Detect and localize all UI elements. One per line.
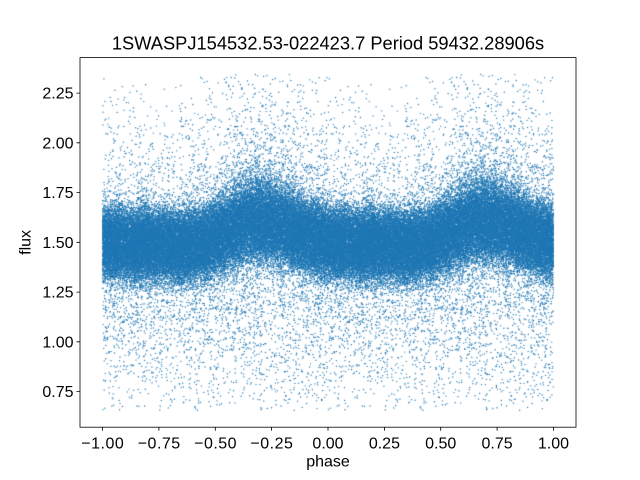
- svg-text:0.00: 0.00: [312, 436, 343, 453]
- svg-text:1.75: 1.75: [42, 185, 73, 202]
- svg-text:2.00: 2.00: [42, 135, 73, 152]
- svg-text:phase: phase: [306, 454, 350, 471]
- svg-text:1.25: 1.25: [42, 285, 73, 302]
- svg-text:−0.50: −0.50: [194, 436, 237, 453]
- svg-text:−0.25: −0.25: [250, 436, 293, 453]
- svg-text:0.50: 0.50: [425, 436, 456, 453]
- svg-text:1SWASPJ154532.53-022423.7 Peri: 1SWASPJ154532.53-022423.7 Period 59432.2…: [112, 33, 544, 54]
- svg-text:1.50: 1.50: [42, 235, 73, 252]
- svg-text:−1.00: −1.00: [81, 436, 124, 453]
- svg-text:1.00: 1.00: [42, 334, 73, 351]
- svg-text:1.00: 1.00: [538, 436, 569, 453]
- svg-text:−0.75: −0.75: [138, 436, 181, 453]
- svg-text:0.75: 0.75: [482, 436, 513, 453]
- svg-text:0.75: 0.75: [42, 384, 73, 401]
- svg-text:2.25: 2.25: [42, 86, 73, 103]
- svg-text:flux: flux: [18, 230, 35, 255]
- svg-text:0.25: 0.25: [369, 436, 400, 453]
